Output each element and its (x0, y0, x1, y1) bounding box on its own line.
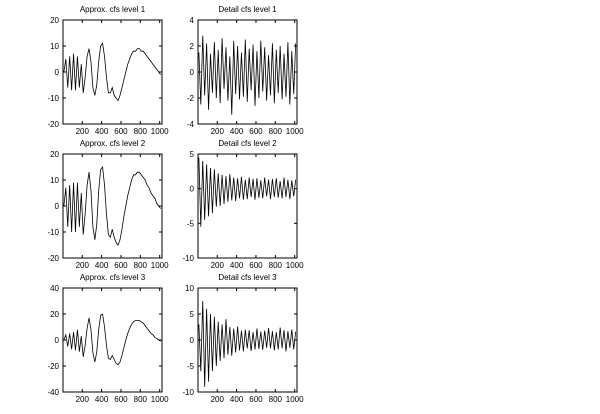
y-tick-label: -20 (47, 362, 59, 371)
x-tick-label: 600 (114, 261, 128, 270)
plot-area (197, 153, 298, 259)
subplot: Detail cfs level 2 200 400 600 800 1000 -10 -5 0… (182, 139, 304, 270)
x-tick-label: 1000 (151, 261, 169, 270)
y-tick-label: 5 (190, 310, 195, 319)
x-tick-label: 1000 (151, 127, 169, 136)
y-tick-label: 10 (185, 284, 194, 293)
x-tick-label: 600 (114, 127, 128, 136)
x-tick-label: 400 (230, 127, 244, 136)
x-tick-label: 800 (134, 261, 148, 270)
y-tick-label: 10 (50, 42, 59, 51)
x-tick-label: 1000 (286, 395, 304, 404)
y-tick-label: 5 (190, 150, 195, 159)
x-tick-label: 1000 (286, 127, 304, 136)
y-tick-label: 0 (55, 336, 60, 345)
x-tick-label: 200 (76, 127, 90, 136)
signal-line (198, 35, 297, 115)
y-tick-label: 2 (190, 42, 195, 51)
x-tick-label: 200 (211, 395, 225, 404)
y-tick-label: -10 (47, 94, 59, 103)
x-tick-label: 400 (95, 127, 109, 136)
x-tick-label: 1000 (286, 261, 304, 270)
subplot: Detail cfs level 1 200 400 600 800 1000 -4 -2 0 2… (187, 5, 304, 136)
x-tick-label: 600 (114, 395, 128, 404)
y-tick-label: -5 (187, 362, 195, 371)
y-tick-label: 0 (190, 68, 195, 77)
signal-line (198, 157, 297, 227)
subplot-title: Approx. cfs level 1 (80, 5, 146, 14)
y-tick-label: -4 (187, 120, 195, 129)
x-tick-label: 600 (249, 261, 263, 270)
subplot-title: Detail cfs level 3 (218, 273, 277, 282)
y-tick-label: 20 (50, 310, 59, 319)
y-tick-label: 0 (55, 202, 60, 211)
subplot-title: Approx. cfs level 2 (80, 139, 146, 148)
x-tick-label: 800 (269, 395, 283, 404)
x-tick-label: 200 (211, 127, 225, 136)
x-tick-label: 400 (95, 261, 109, 270)
y-tick-label: -5 (187, 219, 195, 228)
x-tick-label: 800 (134, 395, 148, 404)
subplot-title: Approx. cfs level 3 (80, 273, 146, 282)
x-tick-label: 400 (95, 395, 109, 404)
y-tick-label: -20 (47, 120, 59, 129)
x-tick-label: 200 (76, 261, 90, 270)
y-tick-label: -10 (47, 228, 59, 237)
plot-area (62, 287, 163, 393)
signal-line (63, 165, 161, 246)
y-tick-label: 10 (50, 176, 59, 185)
signal-line (63, 42, 161, 102)
y-tick-label: 40 (50, 284, 59, 293)
x-tick-label: 400 (230, 395, 244, 404)
x-tick-label: 200 (211, 261, 225, 270)
x-tick-label: 1000 (151, 395, 169, 404)
subplot: Detail cfs level 3 200 400 600 800 1000 -10 -5 0… (182, 273, 304, 404)
y-tick-label: 0 (190, 336, 195, 345)
y-tick-label: 20 (50, 16, 59, 25)
y-tick-label: 20 (50, 150, 59, 159)
x-tick-label: 800 (134, 127, 148, 136)
y-tick-label: -10 (182, 254, 194, 263)
plot-area (62, 19, 163, 125)
subplot-title: Detail cfs level 2 (218, 139, 277, 148)
x-tick-label: 800 (269, 261, 283, 270)
y-tick-label: -2 (187, 94, 195, 103)
x-tick-label: 600 (249, 395, 263, 404)
y-tick-label: 4 (190, 16, 195, 25)
x-tick-label: 400 (230, 261, 244, 270)
plot-area (197, 287, 298, 393)
x-tick-label: 600 (249, 127, 263, 136)
subplot-title: Detail cfs level 1 (218, 5, 277, 14)
y-tick-label: 0 (190, 185, 195, 194)
signal-line (63, 313, 161, 366)
x-tick-label: 800 (269, 127, 283, 136)
y-tick-label: -10 (182, 388, 194, 397)
y-tick-label: -40 (47, 388, 59, 397)
signal-line (198, 300, 297, 387)
y-tick-label: 0 (55, 68, 60, 77)
x-tick-label: 200 (76, 395, 90, 404)
plot-area (62, 153, 163, 259)
y-tick-label: -20 (47, 254, 59, 263)
